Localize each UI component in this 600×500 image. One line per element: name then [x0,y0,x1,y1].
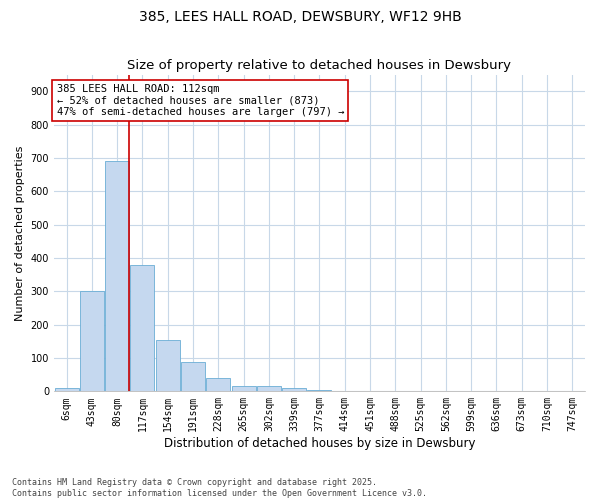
Bar [156,340,180,392]
Bar [181,362,205,392]
Text: 385, LEES HALL ROAD, DEWSBURY, WF12 9HB: 385, LEES HALL ROAD, DEWSBURY, WF12 9HB [139,10,461,24]
Text: 385 LEES HALL ROAD: 112sqm
← 52% of detached houses are smaller (873)
47% of sem: 385 LEES HALL ROAD: 112sqm ← 52% of deta… [56,84,344,117]
X-axis label: Distribution of detached houses by size in Dewsbury: Distribution of detached houses by size … [164,437,475,450]
Text: Contains HM Land Registry data © Crown copyright and database right 2025.
Contai: Contains HM Land Registry data © Crown c… [12,478,427,498]
Bar [105,162,129,392]
Bar [130,264,154,392]
Bar [307,390,331,392]
Bar [232,386,256,392]
Y-axis label: Number of detached properties: Number of detached properties [15,146,25,320]
Title: Size of property relative to detached houses in Dewsbury: Size of property relative to detached ho… [127,59,511,72]
Bar [80,292,104,392]
Bar [55,388,79,392]
Bar [257,386,281,392]
Bar [282,388,306,392]
Bar [206,378,230,392]
